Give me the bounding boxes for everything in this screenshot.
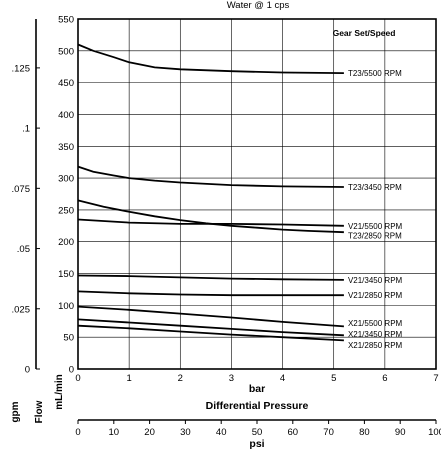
series-label: X21/2850 RPM — [348, 341, 403, 350]
series-line — [77, 324, 344, 342]
gpm-tick-label: .025 — [12, 304, 31, 315]
x-label-psi: psi — [249, 438, 264, 450]
psi-tick-label: 50 — [252, 427, 263, 438]
series-line — [77, 305, 344, 328]
psi-tick-label: 40 — [216, 427, 227, 438]
x-tick-label: 1 — [126, 373, 131, 384]
x-tick-label: 4 — [280, 373, 285, 384]
series-line — [77, 318, 344, 337]
x-tick-label: 7 — [433, 373, 438, 384]
series-line — [77, 43, 344, 74]
series-labels: T23/5500 RPM T23/3450 RPM V21/5500 RPMT23/… — [348, 69, 403, 350]
series-line — [77, 199, 344, 234]
gpm-tick-label: .05 — [17, 244, 30, 255]
legend-title: Gear Set/Speed — [333, 28, 396, 38]
y-tick-label: 150 — [58, 269, 74, 280]
psi-tick-label: 70 — [323, 427, 334, 438]
psi-axis-ticks: 0 10 20 30 40 50 60 70 80 90 100 — [75, 420, 441, 438]
x-tick-label: 6 — [382, 373, 387, 384]
y-tick-label: 350 — [58, 142, 74, 153]
series-line — [77, 274, 344, 281]
psi-tick-label: 80 — [359, 427, 370, 438]
y-label-flow: Flow — [34, 400, 45, 423]
x-tick-label: 0 — [75, 373, 80, 384]
psi-tick-label: 90 — [395, 427, 406, 438]
series-line — [77, 290, 344, 297]
series-label: X21/5500 RPM — [348, 319, 403, 328]
y-label-gpm: gpm — [10, 401, 21, 422]
chart-title: Water @ 1 cps — [227, 0, 290, 11]
psi-tick-label: 10 — [109, 427, 120, 438]
y-tick-label: 0 — [69, 365, 74, 376]
series-label: T23/2850 RPM — [348, 231, 402, 240]
y-tick-label: 250 — [58, 205, 74, 216]
series-label: V21/2850 RPM — [348, 291, 403, 300]
ml-axis-ticks: 0 50 100 150 200 250 300 350 400 450 500 550 — [58, 15, 74, 376]
series-label: T23/3450 RPM — [348, 183, 402, 192]
y-label-ml-min: mL/min — [54, 374, 65, 410]
bar-axis-ticks: 0 1 2 3 4 5 6 7 — [75, 373, 438, 384]
psi-tick-label: 100 — [428, 427, 441, 438]
y-tick-label: 300 — [58, 174, 74, 185]
series-line — [77, 165, 344, 188]
gpm-tick-label: .125 — [12, 63, 31, 74]
plot-frame — [77, 18, 437, 370]
y-tick-label: 550 — [58, 15, 74, 26]
psi-tick-label: 20 — [144, 427, 155, 438]
x-tick-label: 3 — [229, 373, 234, 384]
y-tick-label: 450 — [58, 78, 74, 89]
x-label-center: Differential Pressure — [206, 400, 309, 412]
y-tick-label: 200 — [58, 237, 74, 248]
curves — [77, 43, 344, 342]
y-tick-label: 50 — [63, 333, 74, 344]
psi-tick-label: 0 — [75, 427, 80, 438]
y-tick-label: 500 — [58, 46, 74, 57]
gpm-tick-label: .075 — [12, 184, 31, 195]
series-line — [77, 218, 344, 227]
psi-tick-label: 30 — [180, 427, 191, 438]
y-tick-label: 400 — [58, 110, 74, 121]
series-label: T23/5500 RPM — [348, 69, 402, 78]
y-tick-label: 100 — [58, 301, 74, 312]
series-label: X21/3450 RPM — [348, 330, 403, 339]
x-tick-label: 2 — [178, 373, 183, 384]
gpm-axis-ticks: 0 .025 .05 .075 .1 .125 — [12, 63, 40, 376]
series-label: V21/5500 RPM — [348, 222, 403, 231]
gpm-tick-label: 0 — [25, 365, 30, 376]
psi-tick-label: 60 — [288, 427, 299, 438]
x-label-bar: bar — [249, 383, 265, 395]
x-tick-label: 5 — [331, 373, 336, 384]
series-label: V21/3450 RPM — [348, 276, 403, 285]
gpm-tick-label: .1 — [22, 124, 30, 135]
